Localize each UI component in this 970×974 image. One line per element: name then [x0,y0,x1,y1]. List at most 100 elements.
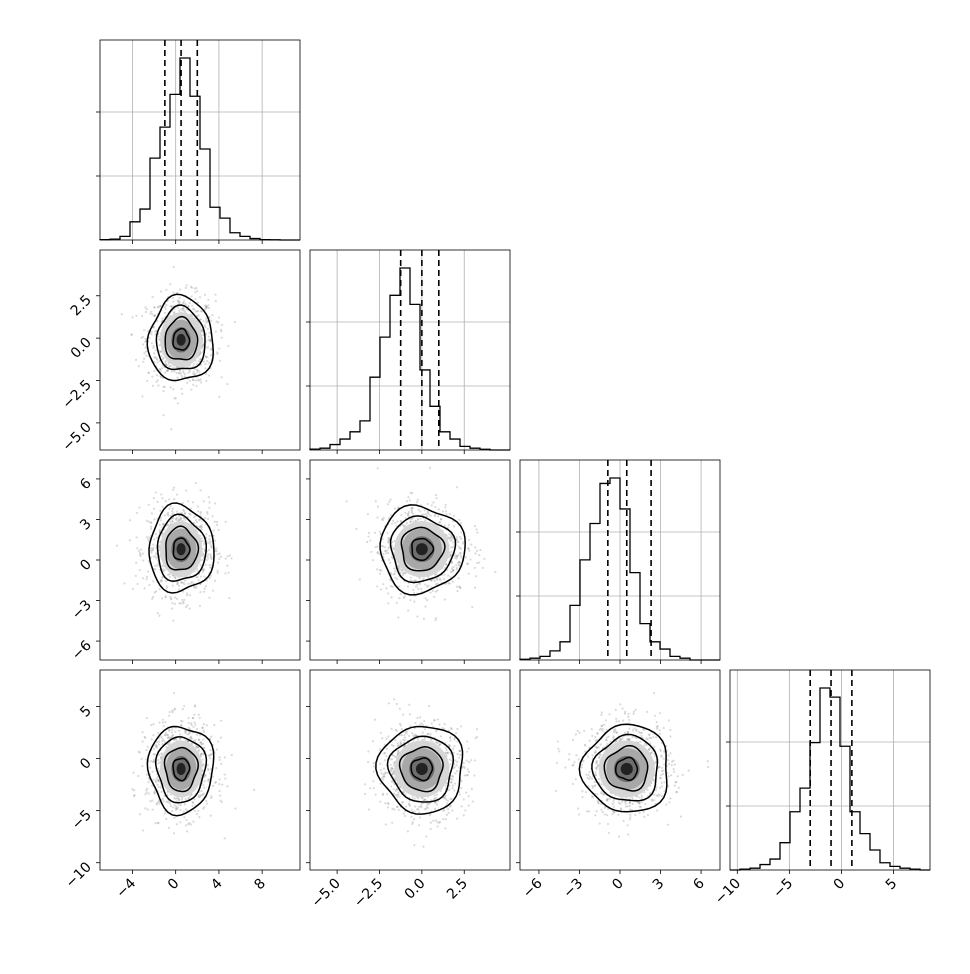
scatter-point [207,346,209,348]
scatter-point [456,761,458,763]
scatter-point [180,388,182,390]
scatter-point [153,306,155,308]
scatter-point [467,563,469,565]
scatter-point [377,467,379,469]
scatter-point [450,781,452,783]
scatter-point [192,801,194,803]
scatter-point [218,396,220,398]
scatter-point [213,724,215,726]
scatter-point [433,719,435,721]
scatter-point [145,350,147,352]
scatter-point [225,521,227,523]
scatter-point [474,552,476,554]
scatter-point [429,814,431,816]
scatter-point [460,725,462,727]
scatter-point [172,489,174,491]
scatter-point [374,532,376,534]
scatter-point [449,758,451,760]
scatter-point [164,372,166,374]
scatter-point [208,535,210,537]
scatter-point [394,739,396,741]
scatter-point [159,529,161,531]
scatter-point [442,510,444,512]
pair-panel-3-0 [100,670,300,870]
scatter-point [466,740,468,742]
scatter-point [151,809,153,811]
scatter-point [189,380,191,382]
scatter-point [148,521,150,523]
scatter-point [379,748,381,750]
scatter-point [172,734,174,736]
scatter-point [460,531,462,533]
scatter-point [466,760,468,762]
scatter-point [198,370,200,372]
scatter-point [166,587,168,589]
scatter-point [595,739,597,741]
scatter-point [150,760,152,762]
scatter-point [196,371,198,373]
scatter-point [180,308,182,310]
scatter-point [393,573,395,575]
scatter-point [435,497,437,499]
scatter-point [135,575,137,577]
scatter-point [663,727,665,729]
scatter-point [596,810,598,812]
scatter-point [136,512,138,514]
scatter-point [170,505,172,507]
scatter-point [161,355,163,357]
scatter-point [416,584,418,586]
scatter-point [444,827,446,829]
scatter-point [197,510,199,512]
scatter-point [155,590,157,592]
scatter-point [454,766,456,768]
scatter-point [668,719,670,721]
scatter-point [380,588,382,590]
scatter-point [468,795,470,797]
scatter-point [629,816,631,818]
scatter-point [575,754,577,756]
scatter-point [460,547,462,549]
scatter-point [366,541,368,543]
scatter-point [139,552,141,554]
scatter-point [154,744,156,746]
scatter-point [454,557,456,559]
scatter-point [453,752,455,754]
scatter-point [375,794,377,796]
scatter-point [168,498,170,500]
scatter-point [132,588,134,590]
scatter-point [163,725,165,727]
scatter-point [165,732,167,734]
scatter-point [253,789,255,791]
scatter-point [384,550,386,552]
scatter-point [207,299,209,301]
scatter-point [396,806,398,808]
scatter-point [449,537,451,539]
scatter-point [209,772,211,774]
scatter-point [157,780,159,782]
scatter-point [451,728,453,730]
scatter-point [139,569,141,571]
scatter-point [456,586,458,588]
scatter-point [196,369,198,371]
scatter-point [416,808,418,810]
scatter-point [199,296,201,298]
scatter-point [221,376,223,378]
scatter-point [157,612,159,614]
scatter-point [192,384,194,386]
scatter-point [145,789,147,791]
scatter-point [382,778,384,780]
scatter-point [615,720,617,722]
scatter-point [438,508,440,510]
scatter-point [171,305,173,307]
scatter-point [472,800,474,802]
scatter-point [391,556,393,558]
scatter-point [448,812,450,814]
scatter-point [200,310,202,312]
scatter-point [141,765,143,767]
scatter-point [460,522,462,524]
scatter-point [177,402,179,404]
scatter-point [649,737,651,739]
scatter-point [458,585,460,587]
scatter-point [453,566,455,568]
pair-panel-1-0 [100,250,300,450]
